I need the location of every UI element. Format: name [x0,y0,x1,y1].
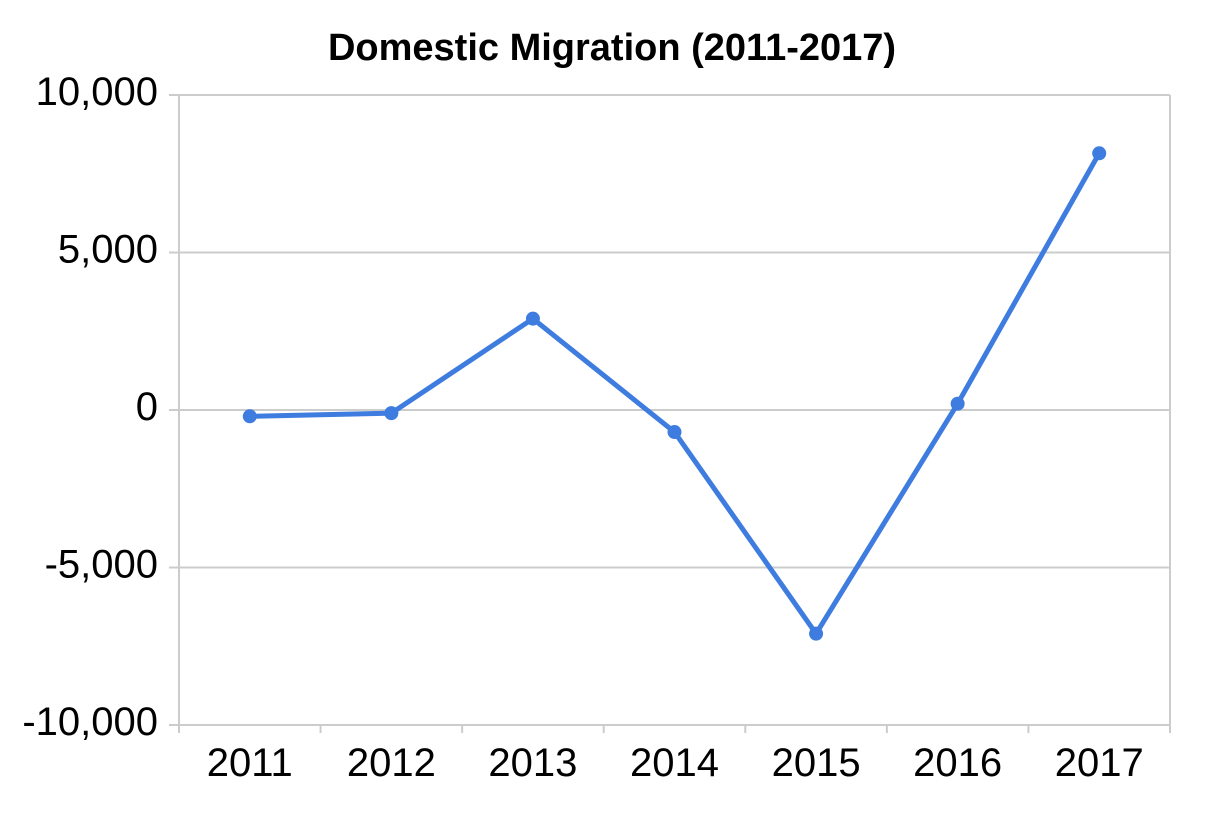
x-axis-label: 2011 [207,741,293,785]
data-point-marker [809,626,824,641]
x-axis-label: 2016 [913,741,1002,785]
y-tick-label: 0 [136,385,158,429]
x-axis-label: 2015 [772,741,861,785]
data-point-marker [950,396,965,411]
x-axis-label: 2013 [488,741,577,785]
series-line [247,150,1102,637]
y-tick-label: -5,000 [45,543,158,587]
x-axis-label: 2017 [1055,741,1144,785]
data-point-marker [242,409,257,424]
y-tick-label: -10,000 [22,700,158,744]
x-axis-label: 2014 [630,741,719,785]
data-point-marker [525,311,540,326]
data-point-marker [667,425,682,440]
x-axis-label: 2012 [347,741,436,785]
data-point-marker [1092,146,1107,161]
y-tick-label: 10,000 [36,70,158,114]
data-point-marker [384,406,399,421]
chart-title: Domestic Migration (2011-2017) [327,27,897,69]
y-tick-label: 5,000 [58,228,158,272]
